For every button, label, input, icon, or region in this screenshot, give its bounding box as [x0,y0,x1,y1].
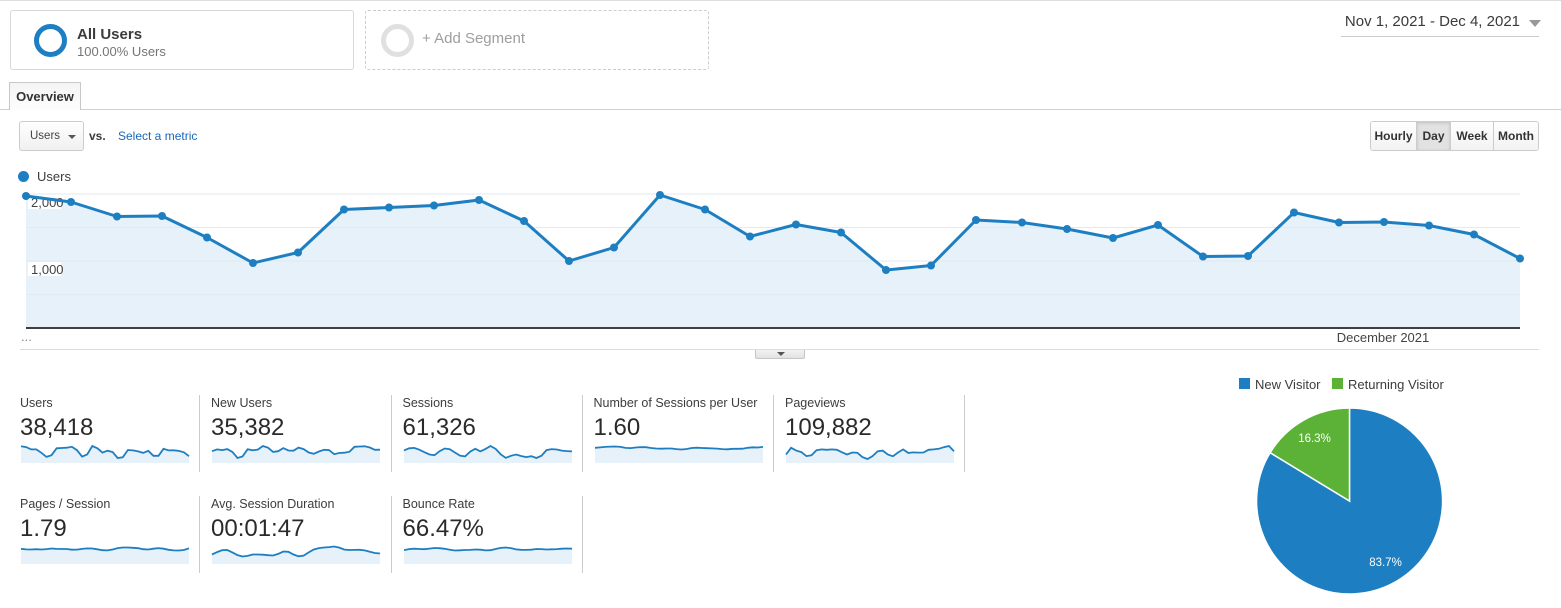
svg-text:December 2021: December 2021 [1337,330,1430,345]
svg-text:83.7%: 83.7% [1369,557,1402,569]
svg-text:16.3%: 16.3% [1298,433,1331,445]
svg-text:...: ... [21,329,32,344]
svg-text:1,000: 1,000 [31,262,64,277]
